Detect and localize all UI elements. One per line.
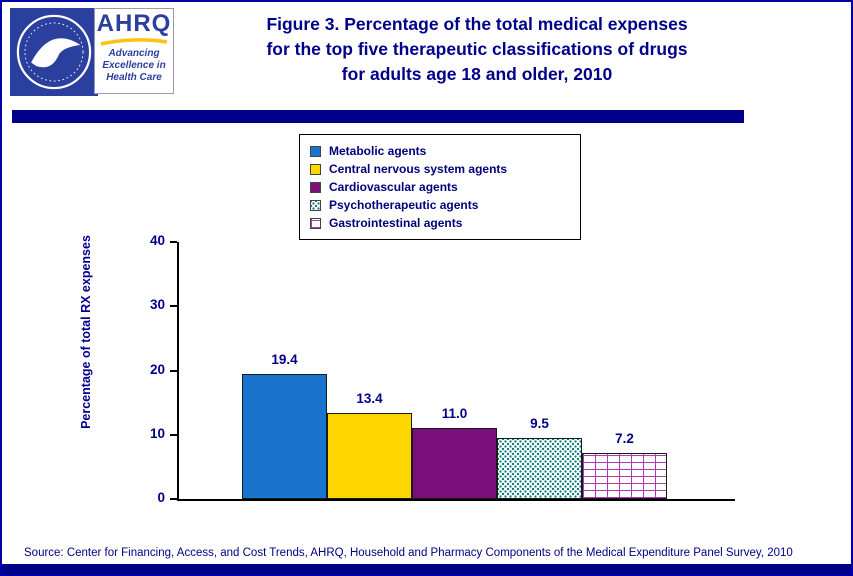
- legend-label: Gastrointestinal agents: [329, 216, 463, 230]
- footer-band: [2, 564, 851, 574]
- figure-title-line-2: for the top five therapeutic classificat…: [266, 39, 688, 59]
- legend-swatch-gold-icon: [310, 163, 321, 175]
- hhs-seal-icon: [10, 8, 98, 96]
- legend-swatch-purple-icon: [310, 181, 321, 193]
- y-tick-mark: [170, 369, 177, 372]
- y-axis-title: Percentage of total RX expenses: [79, 235, 93, 429]
- bar-value-label: 11.0: [441, 406, 468, 422]
- bar-2: [327, 412, 412, 499]
- legend-item-gastrointestinal: Gastrointestinal agents: [310, 214, 570, 232]
- y-tick-mark: [170, 433, 177, 436]
- bar-value-label: 13.4: [356, 390, 383, 406]
- y-tick-mark: [170, 305, 177, 308]
- legend-item-cardiovascular: Cardiovascular agents: [310, 178, 570, 196]
- plot-area: 0 10 20 30 40 19.4 13.4 11.0 9.5 7.2: [150, 233, 735, 505]
- bar-value-label: 19.4: [271, 352, 298, 368]
- legend-label: Metabolic agents: [329, 144, 427, 158]
- y-tick-label: 0: [157, 490, 165, 505]
- y-tick-label: 20: [149, 361, 165, 377]
- ahrq-tagline: Advancing Excellence in Health Care: [102, 48, 165, 84]
- y-tick-mark: [170, 241, 177, 243]
- legend-swatch-blue-icon: [310, 145, 321, 157]
- source-note: Source: Center for Financing, Access, an…: [24, 547, 793, 559]
- bar-value-label: 9.5: [530, 415, 549, 431]
- bar-3: [412, 428, 497, 499]
- bar-value-label: 7.2: [615, 430, 634, 446]
- tagline-line: Health Care: [106, 72, 162, 83]
- y-tick-label: 40: [149, 233, 165, 248]
- y-tick-label: 10: [149, 425, 165, 441]
- ahrq-logo-box: AHRQ Advancing Excellence in Health Care: [94, 8, 174, 94]
- legend-label: Psychotherapeutic agents: [329, 198, 479, 212]
- legend-item-metabolic: Metabolic agents: [310, 142, 570, 160]
- legend-swatch-brick-icon: [310, 217, 321, 229]
- figure-title: Figure 3. Percentage of the total medica…: [182, 12, 772, 87]
- tagline-line: Advancing: [108, 48, 160, 59]
- y-tick-mark: [170, 498, 177, 500]
- ahrq-swoosh-icon: [100, 38, 168, 46]
- bar-1: [242, 374, 327, 499]
- bar-5: [582, 452, 667, 499]
- bar-4: [497, 437, 582, 499]
- legend-label: Cardiovascular agents: [329, 180, 458, 194]
- ahrq-logo-text: AHRQ: [96, 10, 172, 37]
- legend-swatch-dots-icon: [310, 199, 321, 211]
- tagline-line: Excellence in: [102, 60, 166, 71]
- legend-label: Central nervous system agents: [329, 162, 508, 176]
- y-tick-label: 30: [149, 297, 165, 313]
- ahrq-logo: AHRQ Advancing Excellence in Health Care: [10, 8, 174, 96]
- figure-title-line-1: Figure 3. Percentage of the total medica…: [266, 14, 688, 34]
- legend-item-psychotherapeutic: Psychotherapeutic agents: [310, 196, 570, 214]
- figure-title-line-3: for adults age 18 and older, 2010: [341, 64, 613, 84]
- chart-legend: Metabolic agents Central nervous system …: [299, 134, 581, 240]
- header-divider-bar: [12, 110, 744, 123]
- legend-item-cns: Central nervous system agents: [310, 160, 570, 178]
